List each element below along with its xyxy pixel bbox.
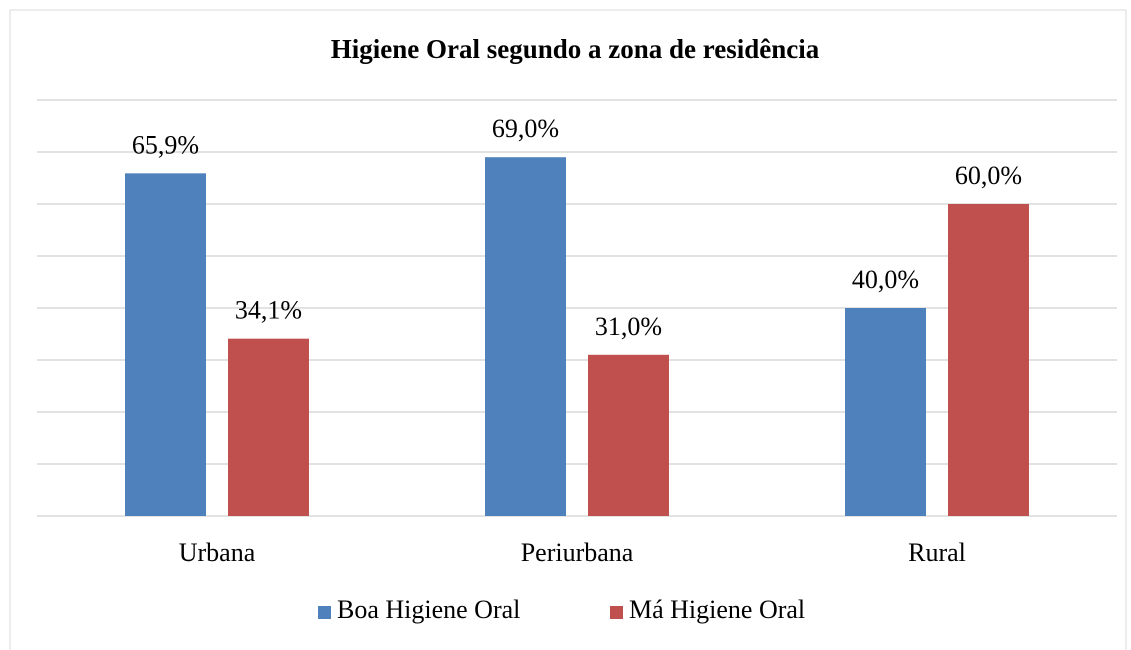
data-label: 65,9% bbox=[132, 130, 199, 159]
bar bbox=[948, 204, 1029, 516]
legend-label: Má Higiene Oral bbox=[629, 595, 805, 624]
data-label: 40,0% bbox=[852, 265, 919, 294]
legend-label: Boa Higiene Oral bbox=[337, 595, 520, 624]
data-label: 69,0% bbox=[492, 114, 559, 143]
data-label: 60,0% bbox=[955, 161, 1022, 190]
bar bbox=[588, 354, 669, 516]
legend-swatch bbox=[610, 606, 623, 619]
x-tick-label: Rural bbox=[908, 538, 966, 567]
data-label: 34,1% bbox=[235, 296, 302, 325]
legend-swatch bbox=[318, 606, 331, 619]
bar bbox=[845, 308, 926, 516]
bar bbox=[485, 157, 566, 516]
chart-title: Higiene Oral segundo a zona de residênci… bbox=[331, 34, 820, 64]
x-tick-label: Urbana bbox=[179, 538, 256, 567]
bar bbox=[228, 338, 309, 516]
data-label: 31,0% bbox=[595, 312, 662, 341]
bar bbox=[125, 173, 206, 516]
x-tick-label: Periurbana bbox=[521, 538, 634, 567]
